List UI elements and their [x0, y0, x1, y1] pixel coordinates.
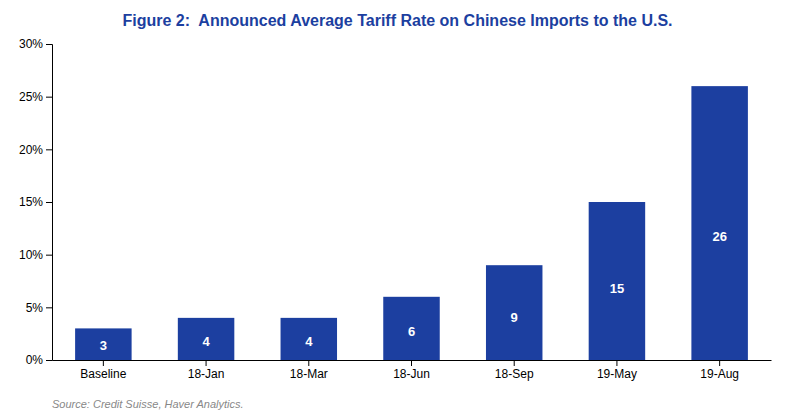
y-tick: 0%	[26, 353, 52, 367]
tick-mark	[206, 360, 207, 366]
tick-mark	[46, 360, 52, 361]
y-axis: 0% 5% 10% 15% 20% 25% 30%	[19, 37, 53, 367]
tick-label: 18-Jan	[188, 367, 225, 381]
x-tick: 19-May	[597, 360, 637, 381]
bar	[691, 86, 747, 360]
axis-line	[46, 45, 53, 361]
tick-label: 15%	[19, 195, 43, 209]
tick-mark	[46, 202, 52, 203]
data-label: 26	[712, 229, 726, 244]
x-tick: 18-Jan	[188, 360, 225, 381]
tick-mark	[411, 360, 412, 366]
data-label: 9	[511, 310, 518, 325]
x-tick: 19-Aug	[700, 360, 739, 381]
tick-mark	[46, 44, 52, 45]
y-tick: 30%	[19, 37, 52, 51]
x-tick: 18-Jun	[393, 360, 430, 381]
tick-label: Baseline	[80, 367, 126, 381]
bars	[75, 86, 748, 360]
title: Figure 2: Announced Average Tariff Rate …	[123, 12, 673, 29]
tick-mark	[46, 97, 52, 98]
plot: 0% 5% 10% 15% 20% 25% 30% Baseline 18-Jan 18-Mar 1…	[19, 37, 772, 380]
x-tick: 18-Sep	[495, 360, 534, 381]
data-label: 3	[100, 338, 107, 353]
chart: 0% 5% 10% 15% 20% 25% 30% Baseline 18-Jan 18-Mar 1…	[0, 0, 795, 418]
tick-label: 18-Jun	[393, 367, 430, 381]
data-label: 4	[202, 334, 210, 349]
data-labels: 3 4 4 6 9 15 26	[100, 229, 727, 353]
annotation: Source: Credit Suisse, Haver Analytics.	[52, 398, 244, 410]
y-tick: 10%	[19, 248, 52, 262]
bar	[178, 318, 234, 360]
tick-label: 19-May	[597, 367, 637, 381]
x-tick: 18-Mar	[290, 360, 328, 381]
bar	[589, 202, 645, 360]
tick-label: 20%	[19, 143, 43, 157]
bar	[281, 318, 337, 360]
tick-label: 25%	[19, 90, 43, 104]
tick-mark	[103, 360, 104, 366]
x-tick: Baseline	[80, 360, 126, 381]
data-label: 4	[305, 334, 313, 349]
y-tick: 20%	[19, 143, 52, 157]
x-axis: Baseline 18-Jan 18-Mar 18-Jun 18-Sep 19-May 19…	[53, 360, 772, 381]
tick-mark	[46, 149, 52, 150]
tick-mark	[514, 360, 515, 366]
tick-label: 30%	[19, 37, 43, 51]
tick-label: 10%	[19, 248, 43, 262]
tick-label: 5%	[26, 301, 44, 315]
tick-mark	[308, 360, 309, 366]
y-tick: 25%	[19, 90, 52, 104]
bar	[383, 297, 439, 360]
tick-label: 18-Mar	[290, 367, 328, 381]
data-label: 15	[610, 281, 624, 296]
y-tick: 15%	[19, 195, 52, 209]
bar	[75, 328, 131, 360]
bar	[486, 265, 542, 360]
tick-mark	[46, 255, 52, 256]
tick-mark	[719, 360, 720, 366]
tick-label: 0%	[26, 353, 44, 367]
y-tick: 5%	[26, 301, 52, 315]
tick-label: 18-Sep	[495, 367, 534, 381]
tick-mark	[46, 307, 52, 308]
data-label: 6	[408, 324, 415, 339]
tick-mark	[616, 360, 617, 366]
tick-label: 19-Aug	[700, 367, 739, 381]
